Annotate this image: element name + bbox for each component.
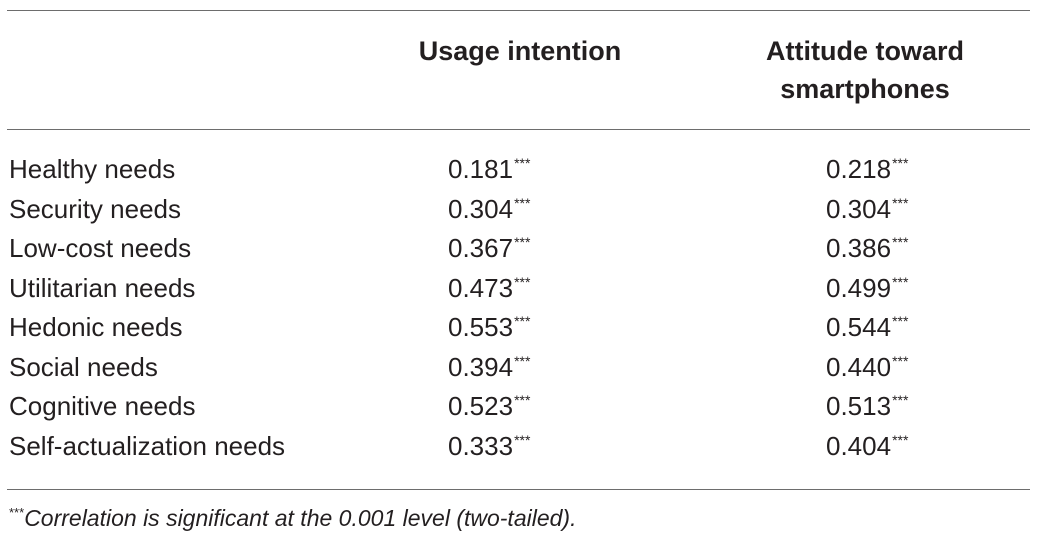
row-label: Hedonic needs	[9, 312, 183, 342]
usage-intention-value: 0.553***	[448, 308, 530, 352]
significance-mark: ***	[514, 234, 531, 250]
row-label: Healthy needs	[9, 154, 176, 184]
value-text: 0.304	[826, 193, 892, 224]
value-text: 0.333	[448, 430, 514, 461]
attitude-value: 0.304***	[826, 190, 908, 234]
value-text: 0.404	[826, 430, 892, 461]
value-text: 0.440	[826, 351, 892, 382]
significance-mark: ***	[514, 431, 531, 448]
value-text: 0.553	[448, 312, 514, 342]
column-header-label-line1: Attitude toward	[766, 36, 964, 66]
value-text: 0.304	[448, 193, 514, 224]
row-label: Social needs	[9, 351, 158, 382]
value-text: 0.473	[448, 272, 514, 303]
significance-mark: ***	[892, 352, 909, 369]
value-text: 0.513	[826, 391, 892, 421]
value-text: 0.394	[448, 351, 514, 382]
significance-mark: ***	[514, 194, 531, 211]
table-row: Security needs 0.304*** 0.304***	[0, 190, 1037, 230]
value-text: 0.499	[826, 272, 892, 303]
table-body: Healthy needs 0.181*** 0.218*** Security…	[0, 150, 1037, 466]
row-label: Security needs	[9, 193, 181, 224]
significance-mark: ***	[514, 313, 531, 329]
value-text: 0.367	[448, 233, 514, 263]
significance-mark: ***	[892, 392, 909, 408]
table-row: Social needs 0.394*** 0.440***	[0, 348, 1037, 388]
column-header-label-line2: smartphones	[780, 74, 950, 104]
significance-mark: ***	[892, 155, 909, 171]
significance-mark: ***	[514, 155, 531, 171]
usage-intention-value: 0.181***	[448, 150, 530, 194]
row-label: Utilitarian needs	[9, 272, 196, 303]
attitude-value: 0.513***	[826, 387, 908, 431]
usage-intention-value: 0.304***	[448, 190, 530, 234]
table-footnote: ***Correlation is significant at the 0.0…	[9, 505, 576, 532]
row-label: Cognitive needs	[9, 391, 196, 421]
header-divider-rule	[7, 129, 1030, 130]
significance-mark: ***	[892, 431, 909, 448]
table-row: Self-actualization needs 0.333*** 0.404*…	[0, 427, 1037, 467]
column-header-attitude: Attitude toward smartphones	[715, 32, 1015, 108]
significance-mark: ***	[892, 234, 909, 250]
column-header-label: Usage intention	[418, 36, 622, 66]
attitude-value: 0.544***	[826, 308, 908, 352]
significance-mark: ***	[892, 194, 909, 211]
footnote-text: Correlation is significant at the 0.001 …	[24, 505, 577, 531]
row-label: Self-actualization needs	[9, 430, 286, 461]
table-row: Healthy needs 0.181*** 0.218***	[0, 150, 1037, 190]
row-label: Low-cost needs	[9, 233, 192, 263]
value-text: 0.386	[826, 233, 892, 263]
value-text: 0.544	[826, 312, 892, 342]
table-row: Low-cost needs 0.367*** 0.386***	[0, 229, 1037, 269]
usage-intention-value: 0.367***	[448, 229, 530, 273]
table-row: Utilitarian needs 0.473*** 0.499***	[0, 269, 1037, 309]
significance-mark: ***	[514, 273, 531, 290]
attitude-value: 0.218***	[826, 150, 908, 194]
value-text: 0.181	[448, 154, 514, 184]
significance-mark: ***	[892, 313, 909, 329]
significance-mark: ***	[892, 273, 909, 290]
attitude-value: 0.499***	[826, 269, 908, 313]
usage-intention-value: 0.473***	[448, 269, 530, 313]
column-header-usage-intention: Usage intention	[370, 32, 670, 70]
usage-intention-value: 0.333***	[448, 427, 530, 471]
table-bottom-rule	[7, 489, 1030, 490]
table-row: Cognitive needs 0.523*** 0.513***	[0, 387, 1037, 427]
significance-mark: ***	[514, 352, 531, 369]
value-text: 0.523	[448, 391, 514, 421]
table-row: Hedonic needs 0.553*** 0.544***	[0, 308, 1037, 348]
table-top-rule	[7, 10, 1030, 11]
usage-intention-value: 0.523***	[448, 387, 530, 431]
value-text: 0.218	[826, 154, 892, 184]
usage-intention-value: 0.394***	[448, 348, 530, 392]
significance-mark: ***	[514, 392, 531, 408]
attitude-value: 0.440***	[826, 348, 908, 392]
footnote-mark: ***	[9, 505, 25, 520]
attitude-value: 0.386***	[826, 229, 908, 273]
attitude-value: 0.404***	[826, 427, 908, 471]
